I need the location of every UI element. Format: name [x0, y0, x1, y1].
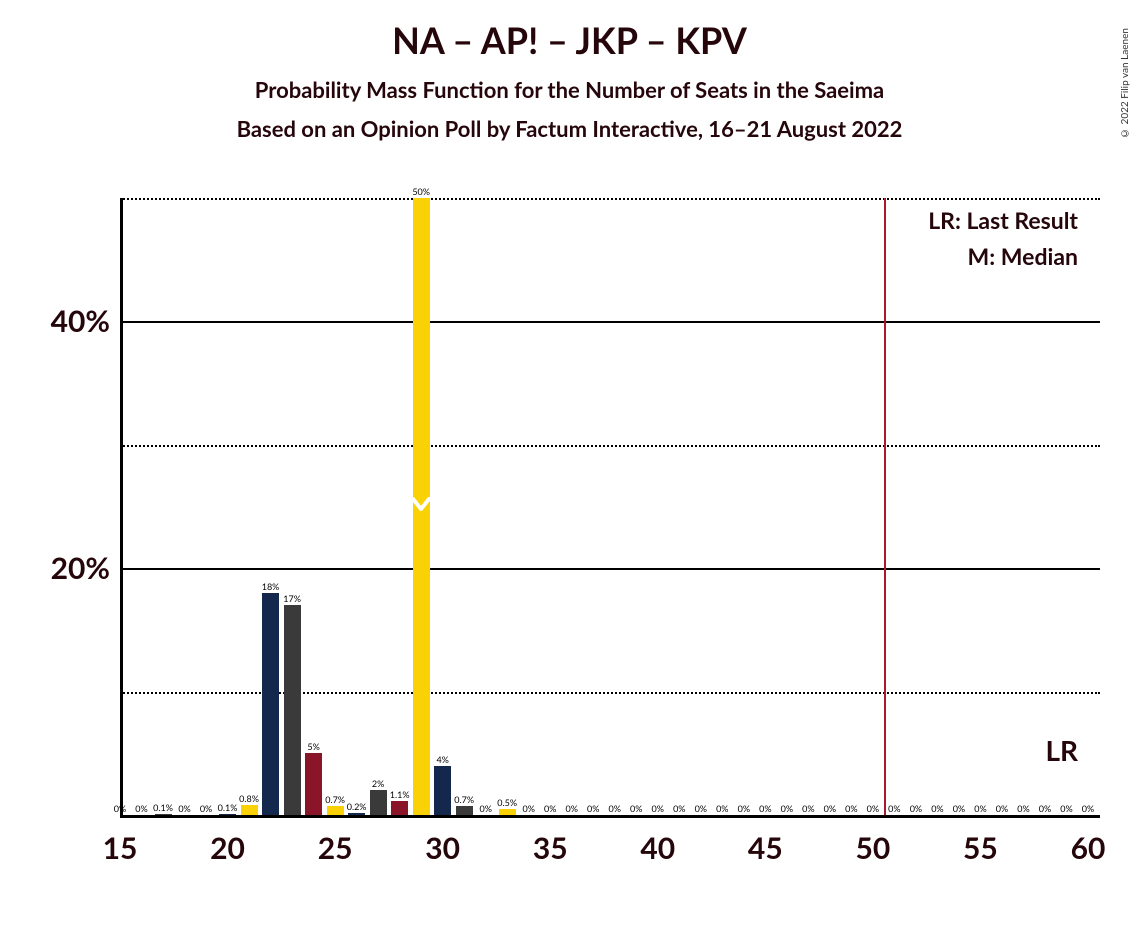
bar-value-label: 4%	[436, 754, 448, 765]
bar-value-label: 0%	[479, 803, 491, 814]
bar-value-label: 5%	[307, 741, 319, 752]
bar-value-label: 0.8%	[239, 793, 259, 804]
bar-value-label: 0%	[781, 803, 793, 814]
grid-minor	[120, 198, 1100, 200]
bar-value-label: 2%	[372, 778, 384, 789]
copyright-text: © 2022 Filip van Laenen	[1119, 28, 1131, 139]
bar-value-label: 18%	[262, 581, 280, 592]
y-tick-label: 40%	[10, 303, 110, 339]
bar-value-label: 0%	[135, 803, 147, 814]
bar-value-label: 0%	[738, 803, 750, 814]
bar-value-label: 0%	[522, 803, 534, 814]
bar-value-label: 0.1%	[218, 802, 238, 813]
bar: 18%	[262, 593, 279, 815]
bar-value-label: 0%	[695, 803, 707, 814]
bar-value-label: 0.7%	[325, 794, 345, 805]
bar: 0.8%	[241, 805, 258, 815]
bar-value-label: 0%	[824, 803, 836, 814]
bar-value-label: 0.2%	[347, 801, 367, 812]
median-arrow-icon	[411, 497, 431, 519]
x-tick-label: 30	[425, 830, 460, 866]
legend-last-result: LR: Last Result	[928, 206, 1078, 234]
bar-value-label: 0%	[802, 803, 814, 814]
bar: 5%	[305, 753, 322, 815]
x-axis	[120, 815, 1100, 818]
grid-major	[120, 568, 1100, 570]
bar-value-label: 17%	[283, 593, 301, 604]
bar-value-label: 0%	[931, 803, 943, 814]
x-tick-label: 25	[318, 830, 353, 866]
y-tick-label: 20%	[10, 550, 110, 586]
x-tick-label: 50	[855, 830, 890, 866]
x-tick-label: 15	[103, 830, 138, 866]
bar-value-label: 0%	[652, 803, 664, 814]
bar-value-label: 0%	[1039, 803, 1051, 814]
bar: 2%	[370, 790, 387, 815]
bar: 0.7%	[327, 806, 344, 815]
bar-value-label: 1.1%	[390, 789, 410, 800]
bar-value-label: 0%	[673, 803, 685, 814]
x-tick-label: 40	[640, 830, 675, 866]
bar-value-label: 0%	[609, 803, 621, 814]
bar-value-label: 0%	[587, 803, 599, 814]
bar-value-label: 0%	[1082, 803, 1094, 814]
bar-value-label: 0.1%	[153, 802, 173, 813]
subtitle-1: Probability Mass Function for the Number…	[0, 76, 1139, 103]
bar-value-label: 0%	[888, 803, 900, 814]
bar-value-label: 0%	[544, 803, 556, 814]
bar-value-label: 0%	[759, 803, 771, 814]
x-tick-label: 55	[963, 830, 998, 866]
lr-label: LR	[1045, 733, 1078, 767]
bar-value-label: 0%	[716, 803, 728, 814]
bar-value-label: 0%	[566, 803, 578, 814]
grid-major	[120, 321, 1100, 323]
x-tick-label: 45	[748, 830, 783, 866]
bar-value-label: 0%	[996, 803, 1008, 814]
bar-value-label: 0%	[845, 803, 857, 814]
bar-value-label: 0%	[1017, 803, 1029, 814]
bar: 4%	[434, 766, 451, 815]
bar: 0.7%	[456, 806, 473, 815]
bar-value-label: 0%	[910, 803, 922, 814]
legend-median: M: Median	[968, 242, 1078, 270]
main-title: NA – AP! – JKP – KPV	[0, 18, 1139, 62]
bar-value-label: 0%	[200, 803, 212, 814]
bar-value-label: 0%	[867, 803, 879, 814]
x-tick-label: 60	[1071, 830, 1106, 866]
bar-value-label: 0%	[1060, 803, 1072, 814]
bar-value-label: 0%	[953, 803, 965, 814]
subtitle-2: Based on an Opinion Poll by Factum Inter…	[0, 115, 1139, 142]
x-tick-label: 35	[533, 830, 568, 866]
bar-value-label: 0%	[178, 803, 190, 814]
x-tick-label: 20	[210, 830, 245, 866]
y-axis	[120, 198, 123, 818]
bar-value-label: 0.5%	[497, 797, 517, 808]
chart-area: 20%40%152025303540455055600%0%0.1%0%0%0.…	[120, 198, 1100, 818]
bar-value-label: 50%	[412, 186, 430, 197]
bar: 1.1%	[391, 801, 408, 815]
bar-value-label: 0%	[974, 803, 986, 814]
bar: 17%	[284, 605, 301, 815]
grid-minor	[120, 445, 1100, 447]
bar-value-label: 0%	[630, 803, 642, 814]
last-result-line	[884, 198, 886, 818]
bar-value-label: 0.7%	[454, 794, 474, 805]
